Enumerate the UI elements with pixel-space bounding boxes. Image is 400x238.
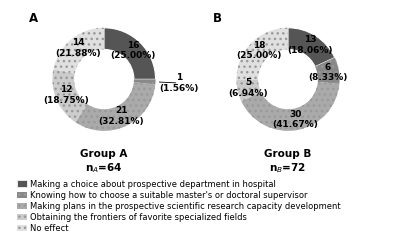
- Wedge shape: [52, 69, 87, 122]
- Wedge shape: [288, 28, 335, 67]
- Text: 21
(32.81%): 21 (32.81%): [99, 106, 144, 126]
- Text: 5
(6.94%): 5 (6.94%): [228, 79, 268, 98]
- Wedge shape: [315, 58, 340, 84]
- Text: 13
(18.06%): 13 (18.06%): [287, 35, 333, 55]
- Text: B: B: [213, 12, 222, 25]
- Text: 12
(18.75%): 12 (18.75%): [44, 85, 89, 105]
- Wedge shape: [241, 82, 339, 131]
- Text: Group B
n$_B$=72: Group B n$_B$=72: [264, 149, 312, 175]
- Wedge shape: [54, 28, 104, 74]
- Text: 6
(8.33%): 6 (8.33%): [308, 63, 348, 82]
- Text: Group A
n$_A$=64: Group A n$_A$=64: [80, 149, 128, 175]
- Text: 14
(21.88%): 14 (21.88%): [55, 38, 101, 58]
- Text: 16
(25.00%): 16 (25.00%): [110, 41, 156, 60]
- Text: 30
(41.67%): 30 (41.67%): [272, 110, 318, 129]
- Wedge shape: [104, 28, 156, 79]
- Text: 1
(1.56%): 1 (1.56%): [159, 73, 198, 93]
- Text: 18
(25.00%): 18 (25.00%): [236, 41, 282, 60]
- Wedge shape: [75, 82, 155, 131]
- Wedge shape: [134, 79, 156, 84]
- Text: A: A: [29, 12, 38, 25]
- Wedge shape: [236, 79, 261, 101]
- Wedge shape: [236, 28, 288, 79]
- Legend: Making a choice about prospective department in hospital, Knowing how to choose : Making a choice about prospective depart…: [16, 179, 342, 234]
